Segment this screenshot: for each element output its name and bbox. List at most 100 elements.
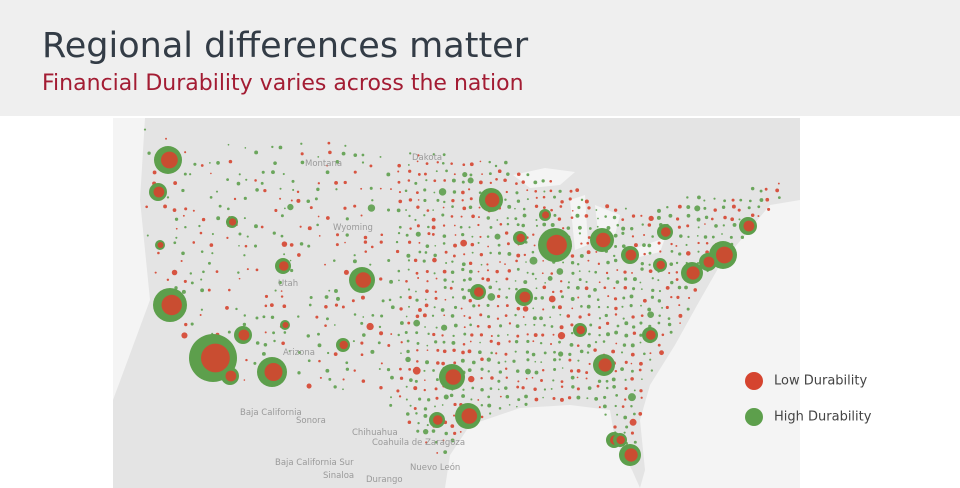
- small-bubble: [479, 252, 484, 257]
- small-bubble: [516, 405, 518, 408]
- small-bubble: [271, 145, 274, 149]
- small-bubble: [757, 215, 760, 218]
- metro-bubble-low: [686, 266, 700, 280]
- small-bubble: [462, 278, 466, 282]
- small-bubble: [611, 349, 616, 354]
- small-bubble: [423, 198, 427, 203]
- small-bubble: [561, 367, 564, 369]
- small-bubble: [460, 215, 463, 218]
- small-bubble: [422, 313, 427, 318]
- small-bubble: [461, 180, 465, 184]
- small-bubble: [497, 379, 501, 383]
- small-bubble: [395, 249, 400, 254]
- small-bubble: [280, 214, 284, 218]
- small-bubble: [273, 161, 277, 165]
- small-bubble: [526, 271, 529, 274]
- small-bubble: [497, 361, 501, 365]
- small-bubble: [605, 386, 609, 390]
- small-bubble: [480, 263, 483, 266]
- small-bubble: [408, 169, 412, 173]
- small-bubble: [202, 270, 205, 274]
- small-bubble: [624, 387, 628, 391]
- small-bubble: [586, 241, 590, 245]
- small-bubble: [316, 187, 320, 192]
- small-bubble: [623, 270, 627, 274]
- small-bubble: [416, 205, 420, 209]
- small-bubble: [558, 358, 561, 361]
- small-bubble: [651, 277, 654, 280]
- small-bubble: [389, 279, 393, 284]
- small-bubble: [731, 198, 735, 202]
- small-bubble: [209, 243, 214, 247]
- small-bubble: [737, 208, 741, 212]
- small-bubble: [547, 276, 553, 281]
- small-bubble: [640, 396, 643, 399]
- place-label: Nuevo León: [410, 462, 460, 473]
- small-bubble: [344, 144, 347, 147]
- small-bubble: [765, 197, 770, 202]
- small-bubble: [621, 231, 625, 235]
- small-bubble: [604, 313, 608, 318]
- small-bubble: [434, 244, 437, 247]
- small-bubble: [433, 253, 437, 258]
- small-bubble: [738, 218, 741, 221]
- small-bubble: [468, 205, 473, 210]
- small-bubble: [440, 308, 445, 312]
- small-bubble: [469, 323, 472, 327]
- small-bubble: [398, 191, 402, 194]
- small-bubble: [647, 311, 654, 318]
- small-bubble: [283, 331, 287, 334]
- small-bubble: [360, 353, 364, 357]
- small-bubble: [569, 189, 573, 193]
- small-bubble: [397, 269, 401, 273]
- small-bubble: [218, 204, 222, 208]
- small-bubble: [228, 159, 233, 164]
- small-bubble: [516, 306, 521, 311]
- small-bubble: [190, 281, 194, 285]
- small-bubble: [559, 325, 564, 330]
- small-bubble: [648, 269, 653, 274]
- small-bubble: [443, 200, 446, 204]
- small-bubble: [438, 188, 447, 196]
- small-bubble: [640, 261, 644, 266]
- small-bubble: [289, 259, 292, 262]
- small-bubble: [624, 398, 627, 401]
- small-bubble: [434, 296, 438, 300]
- small-bubble: [299, 225, 302, 228]
- small-bubble: [396, 208, 401, 213]
- small-bubble: [244, 147, 247, 149]
- small-bubble: [306, 199, 311, 204]
- small-bubble: [643, 252, 646, 256]
- small-bubble: [453, 414, 456, 417]
- small-bubble: [282, 172, 285, 176]
- small-bubble: [370, 349, 375, 354]
- small-bubble: [309, 206, 313, 210]
- small-bubble: [460, 358, 465, 363]
- small-bubble: [621, 226, 626, 231]
- small-bubble: [353, 313, 357, 316]
- small-bubble: [675, 271, 679, 274]
- small-bubble: [181, 251, 185, 256]
- small-bubble: [676, 295, 680, 299]
- small-bubble: [296, 190, 300, 194]
- metro-bubble-low: [161, 294, 182, 316]
- small-bubble: [526, 198, 529, 201]
- small-bubble: [534, 296, 538, 300]
- small-bubble: [576, 369, 581, 373]
- small-bubble: [441, 334, 444, 337]
- small-bubble: [640, 214, 643, 217]
- metro-bubble-low: [161, 151, 178, 169]
- small-bubble: [686, 205, 691, 209]
- small-bubble: [369, 186, 373, 190]
- small-bubble: [512, 359, 516, 363]
- small-bubble: [174, 286, 178, 290]
- small-bubble: [558, 340, 561, 344]
- small-bubble: [461, 267, 465, 272]
- small-bubble: [184, 151, 187, 154]
- small-bubble: [499, 222, 503, 226]
- small-bubble: [649, 358, 652, 361]
- small-bubble: [172, 208, 177, 212]
- small-bubble: [477, 223, 480, 227]
- small-bubble: [342, 378, 345, 381]
- small-bubble: [533, 387, 537, 391]
